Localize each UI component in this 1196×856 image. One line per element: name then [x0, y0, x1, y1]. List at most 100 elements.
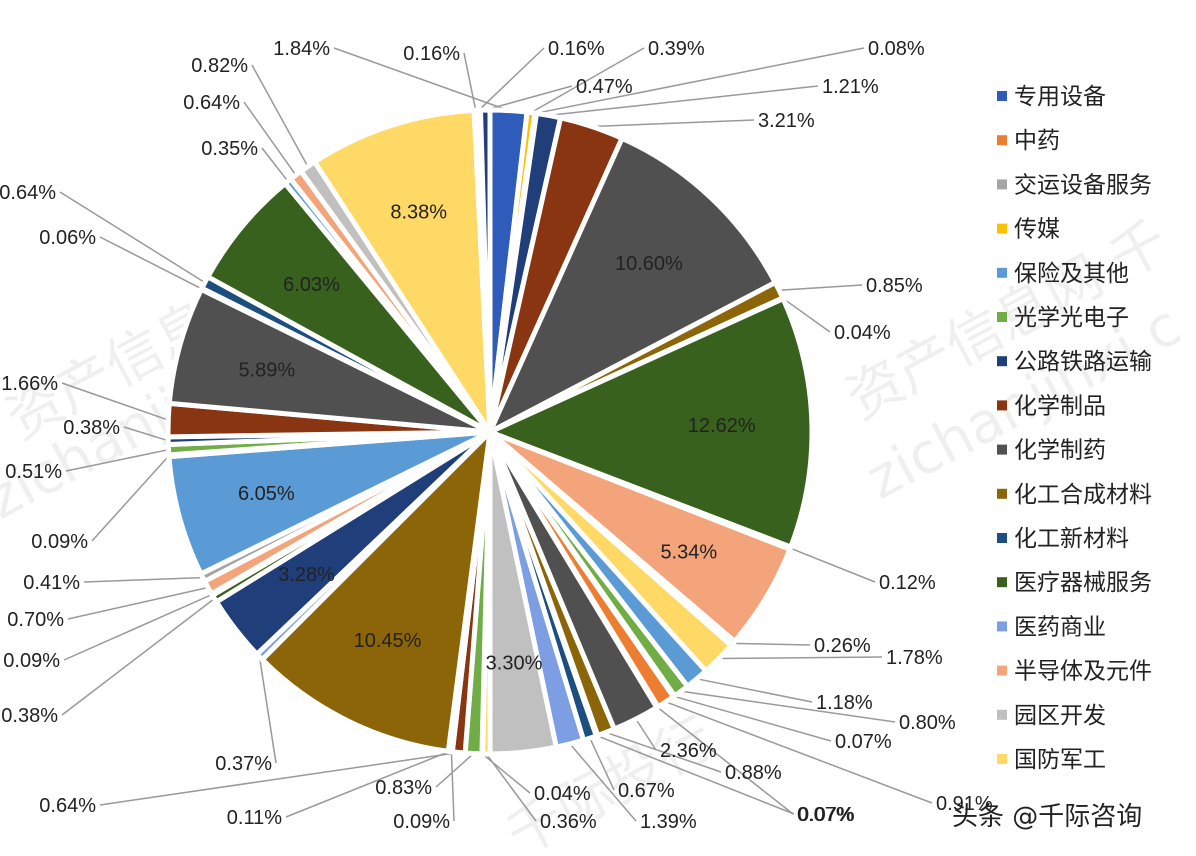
slice-value-label: 0.07%: [798, 804, 855, 826]
credit-text: 头条 @千际咨询: [952, 802, 1143, 832]
slice-value-label: 0.64%: [0, 182, 56, 204]
legend-label: 化工新材料: [1014, 526, 1129, 552]
leader-line: [485, 753, 537, 822]
slice-value-label: 12.62%: [688, 415, 756, 437]
leader-line: [99, 236, 202, 290]
slice-value-label: 10.45%: [354, 630, 422, 652]
legend-label: 光学光电子: [1014, 305, 1129, 331]
leader-line: [251, 64, 309, 167]
leader-line: [91, 455, 170, 542]
legend-swatch: [997, 356, 1007, 367]
legend-swatch: [997, 754, 1007, 764]
slice-value-label: 0.08%: [868, 38, 925, 60]
legend-swatch: [997, 267, 1007, 278]
slice-value-label: 1.21%: [822, 76, 879, 98]
slice-value-label: 3.28%: [278, 564, 335, 586]
leader-line: [718, 656, 883, 660]
leader-line: [481, 753, 531, 794]
leader-line: [478, 47, 545, 111]
slice-value-label: 0.38%: [63, 417, 120, 439]
pie-slice: [311, 107, 493, 442]
leader-line: [243, 101, 297, 176]
slice-value-label: 0.39%: [648, 38, 705, 60]
leader-line: [782, 297, 831, 333]
legend-label: 化学制品: [1014, 393, 1106, 419]
leader-line: [665, 701, 933, 804]
slice-value-label: 0.16%: [548, 38, 605, 60]
pie-slices: [165, 107, 815, 757]
slice-value-label: 0.80%: [899, 712, 956, 734]
leader-line: [530, 47, 645, 114]
leader-line: [569, 743, 637, 822]
legend-label: 中药: [1014, 128, 1060, 154]
legend-swatch: [997, 709, 1007, 720]
slice-value-label: 0.35%: [201, 138, 258, 160]
legend-label: 半导体及元件: [1014, 659, 1152, 685]
slice-value-label: 0.26%: [814, 635, 871, 657]
slice-value-label: 0.07%: [797, 804, 854, 826]
leader-lines: [59, 47, 933, 822]
slice-value-label: 0.91%: [936, 793, 993, 815]
leader-line: [673, 695, 832, 742]
legend-label: 化学制药: [1014, 438, 1106, 464]
legend-label: 专用设备: [1014, 84, 1106, 110]
slice-value-label: 1.18%: [816, 692, 873, 714]
legend-label: 传媒: [1014, 217, 1060, 243]
slice-value-label: 0.09%: [31, 531, 88, 553]
legend-swatch: [997, 400, 1007, 411]
leader-line: [732, 642, 811, 646]
slice-value-label: 3.30%: [486, 653, 543, 675]
legend: 专用设备中药交运设备服务传媒保险及其他光学光电子公路铁路运输化学制品化学制药化工…: [997, 84, 1152, 773]
leader-line: [589, 737, 615, 791]
leader-line: [61, 598, 215, 716]
slice-value-label: 0.37%: [215, 753, 272, 775]
leader-line: [83, 576, 203, 583]
legend-swatch: [997, 135, 1007, 146]
leader-line: [59, 191, 206, 284]
legend-swatch: [997, 179, 1007, 190]
leader-line: [535, 47, 865, 115]
slice-value-label: 1.78%: [886, 647, 943, 669]
slice-value-label: 0.70%: [7, 609, 64, 631]
leader-line: [790, 547, 876, 583]
slice-value-label: 0.04%: [534, 783, 591, 805]
slice-value-label: 0.16%: [403, 43, 460, 65]
legend-label: 保险及其他: [1014, 261, 1129, 287]
slice-value-label: 1.39%: [640, 811, 697, 833]
leader-line: [485, 85, 573, 111]
leader-line: [261, 147, 289, 182]
legend-label: 国防军工: [1014, 747, 1106, 773]
slice-value-label: 0.38%: [1, 705, 58, 727]
legend-swatch: [997, 312, 1007, 322]
slice-value-label: 0.06%: [39, 227, 96, 249]
leader-line: [67, 586, 209, 620]
leader-line: [63, 593, 213, 661]
legend-swatch: [997, 533, 1007, 543]
slice-value-label: 0.82%: [191, 55, 248, 77]
leader-line: [333, 47, 509, 112]
leader-line: [61, 382, 169, 421]
leader-line: [99, 751, 459, 806]
slice-value-label: 8.38%: [390, 201, 447, 223]
legend-label: 化工合成材料: [1014, 482, 1152, 508]
slice-value-label: 0.12%: [879, 572, 936, 594]
leader-line: [680, 690, 896, 723]
legend-label: 医药商业: [1014, 614, 1106, 640]
slice-value-label: 0.64%: [183, 92, 240, 114]
slice-value-label: 6.05%: [238, 483, 295, 505]
leader-line: [635, 718, 657, 751]
leader-line: [123, 426, 169, 442]
pie-slice: [477, 107, 493, 433]
leader-line: [450, 751, 455, 822]
legend-swatch: [997, 621, 1007, 632]
slice-value-label: 0.09%: [3, 650, 60, 672]
leader-line: [435, 753, 474, 788]
legend-swatch: [997, 444, 1007, 455]
leader-line: [285, 750, 450, 818]
slice-value-label: 1.66%: [1, 373, 58, 395]
legend-label: 园区开发: [1014, 703, 1106, 729]
legend-swatch: [997, 577, 1007, 588]
slice-value-label: 0.64%: [39, 795, 96, 817]
legend-swatch: [997, 488, 1007, 499]
slice-value-label: 0.09%: [393, 811, 450, 833]
